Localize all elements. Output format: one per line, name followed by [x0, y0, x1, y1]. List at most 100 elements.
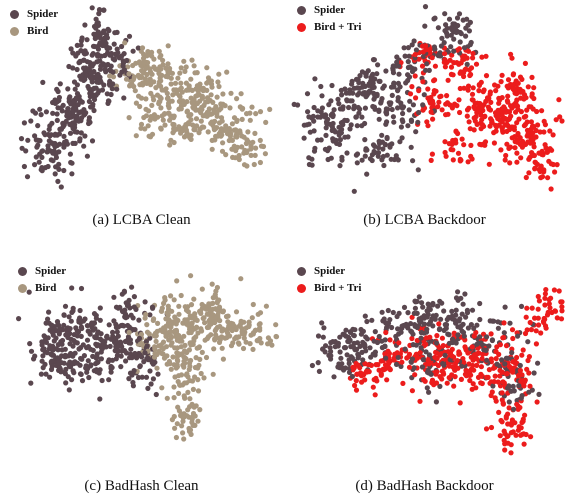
point-spider [494, 361, 500, 367]
point-spider [458, 323, 464, 329]
point-bird [175, 358, 181, 364]
point-spider [310, 113, 316, 119]
point-bird [181, 58, 187, 64]
point-bird [216, 83, 222, 90]
point-spider [337, 106, 343, 112]
point-bird [536, 298, 542, 304]
point-bird [501, 380, 507, 386]
point-bird [137, 75, 143, 81]
point-spider [367, 88, 373, 94]
point-spider [46, 126, 52, 132]
point-bird [524, 305, 530, 311]
point-spider [518, 303, 525, 309]
point-spider [395, 326, 401, 332]
point-bird [136, 59, 143, 65]
point-spider [50, 110, 56, 116]
point-bird [449, 52, 455, 58]
point-bird [542, 291, 548, 297]
point-bird [553, 117, 559, 123]
point-spider [439, 35, 445, 41]
point-bird [503, 371, 509, 377]
point-spider [484, 334, 490, 340]
point-bird [400, 380, 406, 386]
point-bird [199, 104, 205, 110]
point-bird [499, 369, 505, 375]
point-spider [91, 107, 97, 114]
point-bird [164, 95, 171, 102]
point-spider [328, 98, 334, 104]
point-spider [353, 152, 359, 158]
point-bird [186, 121, 192, 127]
point-spider [362, 153, 368, 159]
point-bird [454, 358, 460, 364]
point-spider [351, 188, 357, 194]
point-spider [43, 320, 49, 326]
point-spider [453, 29, 459, 35]
point-spider [49, 322, 55, 328]
legend-label-spider: Spider [314, 4, 346, 16]
point-spider [155, 371, 161, 377]
point-spider [72, 140, 78, 146]
point-spider [511, 406, 517, 412]
point-spider [410, 158, 416, 164]
point-bird [559, 118, 565, 124]
point-bird [183, 80, 189, 86]
point-bird [445, 77, 451, 83]
point-bird [461, 73, 467, 80]
legend-item-bird-tri: Bird + Tri [297, 280, 361, 297]
point-spider [459, 328, 465, 334]
point-bird [458, 157, 464, 163]
point-spider [529, 387, 535, 393]
point-spider [408, 144, 414, 150]
point-bird [159, 385, 165, 391]
point-bird [179, 89, 185, 95]
point-bird [156, 48, 162, 55]
point-bird [431, 88, 437, 94]
point-bird [187, 326, 193, 332]
point-bird [151, 332, 157, 339]
point-bird [470, 381, 476, 387]
point-spider [325, 156, 331, 163]
point-bird [175, 75, 181, 81]
point-spider [407, 98, 413, 104]
point-spider [336, 101, 342, 107]
point-bird [143, 311, 149, 318]
point-bird [198, 308, 204, 314]
point-bird [502, 157, 508, 163]
point-bird [436, 321, 442, 327]
point-bird [519, 419, 525, 426]
point-spider [90, 51, 96, 57]
point-bird [486, 106, 492, 112]
point-bird [469, 344, 475, 350]
point-bird [185, 133, 192, 139]
point-spider [27, 341, 33, 347]
point-bird [172, 328, 178, 334]
point-spider [378, 98, 384, 104]
point-bird [542, 295, 548, 301]
point-spider [101, 82, 107, 88]
point-spider [16, 316, 22, 322]
point-bird [459, 136, 465, 142]
point-spider [346, 104, 352, 111]
point-spider [78, 333, 84, 339]
point-bird [496, 409, 502, 415]
point-bird [504, 433, 510, 440]
point-bird [413, 95, 419, 101]
point-bird [232, 155, 238, 161]
point-spider [346, 339, 352, 345]
point-spider [463, 33, 469, 39]
point-spider [113, 304, 120, 310]
point-bird [527, 154, 533, 160]
point-spider [43, 371, 49, 377]
point-bird [471, 127, 477, 133]
point-bird [263, 303, 269, 309]
point-spider [319, 93, 325, 99]
point-bird [503, 413, 509, 419]
point-bird [152, 346, 158, 352]
point-bird [525, 131, 531, 137]
point-bird [151, 316, 157, 322]
point-bird [166, 358, 172, 365]
point-spider [55, 342, 62, 348]
point-bird [451, 383, 457, 389]
point-spider [104, 45, 110, 52]
